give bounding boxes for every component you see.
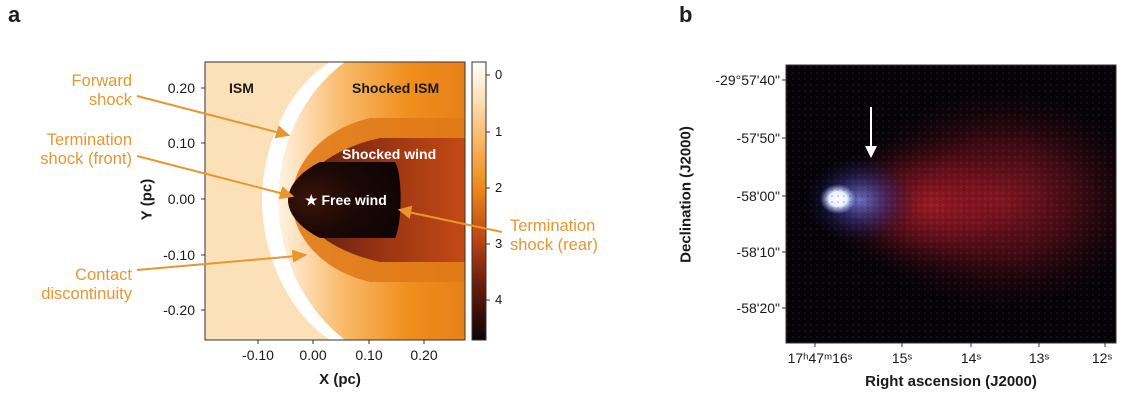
colorbar-ticks (486, 74, 490, 301)
colorbar (471, 61, 487, 341)
dec-tick-1: -29°57'40" (715, 72, 780, 88)
x-tick-0-00: 0.00 (299, 347, 327, 363)
y-tick-0-20: 0.20 (167, 80, 195, 96)
colorbar-tick-4: 4 (495, 292, 503, 307)
image-noise (786, 65, 1116, 343)
ra-tick-3: 14ˢ (960, 350, 982, 366)
termination-rear-callout-line-1: Termination (510, 217, 596, 235)
contact-callout-line-1: Contact (75, 266, 132, 284)
x-ray-nebula-image (786, 65, 1116, 343)
y-tick-neg-0-10: -0.10 (163, 247, 195, 263)
ra-tick-4: 13ˢ (1028, 350, 1050, 366)
panel-b-axis-ticks (782, 79, 1106, 347)
forward-shock-callout-line-2: shock (88, 91, 132, 109)
colorbar-tick-0: 0 (495, 67, 503, 82)
ism-label: ISM (229, 80, 254, 96)
shocked-wind-label: Shocked wind (342, 146, 437, 162)
panel-a-letter: a (8, 2, 21, 27)
ra-tick-1: 17ʰ47ᵐ16ˢ (787, 350, 853, 366)
colorbar-tick-2: 2 (495, 180, 503, 195)
panel-b-y-axis-title: Declination (J2000) (677, 126, 695, 263)
termination-front-arrow (136, 155, 285, 195)
termination-front-callout-line-1: Termination (46, 131, 132, 149)
termination-front-callout: Termination shock (front) (22, 131, 132, 169)
panel-b-letter: b (679, 2, 693, 27)
dec-tick-2: -57'50" (736, 130, 780, 146)
free-wind-label: ★ Free wind (305, 192, 387, 208)
termination-front-arrowhead (278, 186, 295, 200)
colorbar-tick-1: 1 (495, 124, 503, 139)
contact-discontinuity-callout: Contact discontinuity (22, 266, 132, 304)
dec-tick-4: -58'10" (736, 244, 780, 260)
forward-shock-arrow (136, 95, 281, 134)
forward-shock-arrowhead (274, 125, 291, 139)
x-tick-0-20: 0.20 (410, 347, 438, 363)
x-tick-0-10: 0.10 (355, 347, 383, 363)
y-tick-0-00: 0.00 (167, 191, 195, 207)
panel-b-plot-frame (785, 64, 1117, 344)
panel-a-plot-frame (204, 61, 466, 341)
colorbar-tick-3: 3 (495, 236, 503, 251)
dec-tick-3: -58'00" (736, 188, 780, 204)
contact-arrowhead (291, 249, 308, 263)
termination-rear-arrow (407, 211, 503, 233)
bow-shock-simulation-image (205, 62, 465, 340)
x-tick-neg-0-10: -0.10 (242, 347, 274, 363)
termination-front-callout-line-2: shock (front) (40, 150, 132, 168)
termination-rear-arrowhead (397, 205, 413, 219)
panel-a-axis-ticks (201, 87, 425, 344)
panel-a-x-axis-title: X (pc) (319, 371, 361, 388)
free-wind-region (288, 162, 401, 238)
y-tick-0-10: 0.10 (167, 135, 195, 151)
panel-b-x-axis-title: Right ascension (J2000) (865, 373, 1037, 390)
ra-tick-2: 15ˢ (891, 350, 913, 366)
dec-tick-5: -58'20" (736, 300, 780, 316)
termination-rear-callout: Termination shock (rear) (510, 217, 598, 255)
contact-callout-line-2: discontinuity (41, 285, 132, 303)
callout-arrows (136, 95, 503, 271)
forward-shock-callout: Forward shock (50, 72, 132, 110)
forward-shock-callout-line-1: Forward (71, 72, 132, 90)
ra-tick-5: 12ˢ (1091, 350, 1113, 366)
white-arrow-marker (865, 107, 877, 158)
shocked-ism-label: Shocked ISM (352, 80, 440, 96)
contact-arrow (136, 255, 298, 271)
y-tick-neg-0-20: -0.20 (163, 302, 195, 318)
termination-rear-callout-line-2: shock (rear) (510, 236, 599, 254)
